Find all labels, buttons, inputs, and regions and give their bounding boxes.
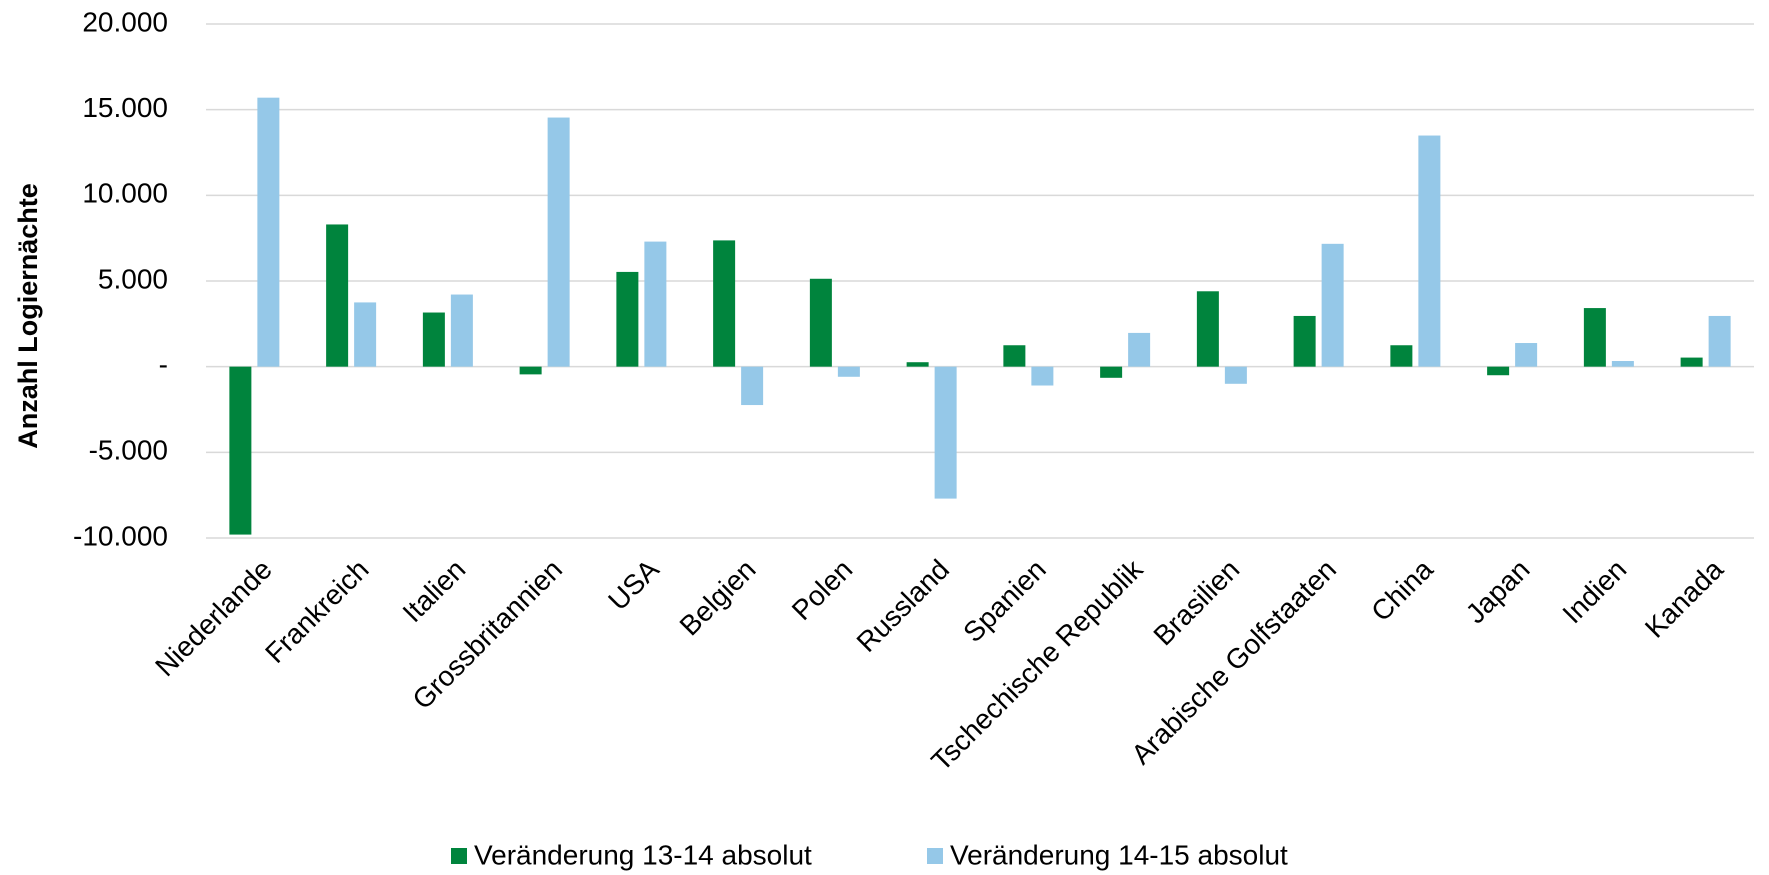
bar [1293,315,1316,367]
bar [1418,135,1441,367]
x-tick-label: Kanada [1639,553,1729,643]
x-tick-label: Indien [1556,554,1632,630]
bar [644,241,667,367]
y-tick-label: - [159,349,168,380]
bar [1224,366,1247,384]
bar [229,366,252,535]
x-tick-label: USA [602,553,665,616]
x-tick-label: Brasilien [1147,554,1245,652]
y-tick-label: 20.000 [82,6,168,37]
bar [354,302,377,367]
y-tick-label: -5.000 [89,435,168,466]
bar [326,224,349,367]
legend-label: Veränderung 14-15 absolut [950,839,1288,870]
y-tick-label: 15.000 [82,92,168,123]
bar [1128,332,1151,367]
x-tick-label: Niederlande [149,554,278,683]
bar [809,278,832,367]
bar [741,366,764,406]
y-axis-label: Anzahl Logiernächte [13,183,43,449]
bar [519,366,542,375]
y-tick-label: -10.000 [73,520,168,551]
bar [1390,345,1413,367]
y-tick-label: 5.000 [98,263,168,294]
x-tick-label: China [1365,553,1439,627]
x-tick-label: Italien [397,554,472,629]
bar [1100,366,1123,378]
bar [1583,308,1606,367]
legend-label: Veränderung 13-14 absolut [474,839,812,870]
bar [257,97,280,367]
x-tick-label: Frankreich [259,554,374,669]
bar [906,362,929,367]
x-tick-label: Belgien [674,554,762,642]
bar [1515,343,1538,367]
bar [1611,361,1634,367]
bar [547,117,570,367]
bar [1708,315,1731,367]
bar [1003,345,1026,367]
bar [1321,243,1344,367]
bar [422,312,445,367]
bar [1680,357,1703,367]
x-tick-label: Spanien [957,554,1052,649]
x-tick-label: Russland [851,554,955,658]
bar [450,294,473,367]
legend-swatch [451,848,467,864]
bar [1031,366,1054,386]
bar [1487,366,1510,376]
x-tick-label: Polen [786,554,859,627]
bar [934,366,957,499]
bar [616,271,639,367]
x-tick-label: Japan [1460,554,1536,630]
y-tick-label: 10.000 [82,178,168,209]
bar [837,366,860,377]
bar [713,240,736,367]
bar [1196,291,1219,367]
legend-swatch [927,848,943,864]
